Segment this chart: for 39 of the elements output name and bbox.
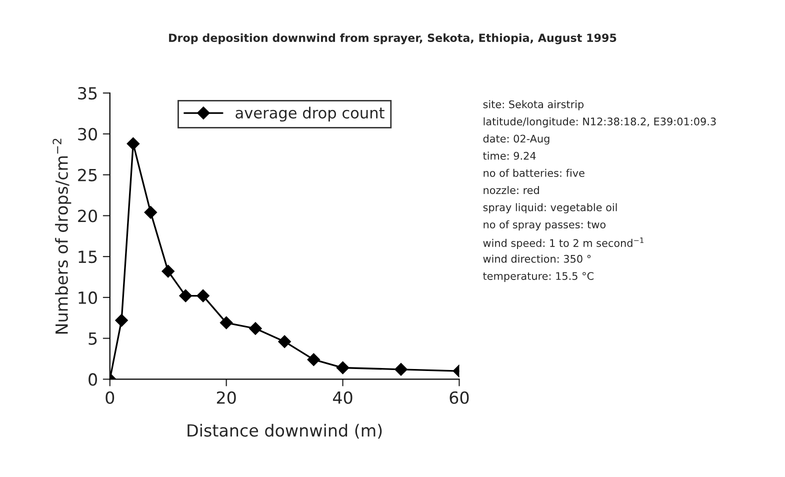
y-tick-label: 0	[88, 373, 97, 386]
text: nozzle: red	[484, 186, 539, 194]
y-tick-label: 30	[78, 128, 97, 140]
point	[126, 137, 140, 150]
y-tick-label: 15	[78, 250, 97, 264]
point	[336, 361, 350, 374]
text: latitude/longitude: N12:38:18.2, E39:01:09.3	[484, 117, 716, 128]
y-tick-label: 35	[78, 86, 97, 100]
y-axis-title: Numbers of drops/cm$^{−2}$	[52, 138, 72, 334]
text: temperature: 15.5 °C	[483, 272, 594, 282]
point	[394, 362, 408, 376]
point	[220, 316, 233, 330]
y-tick-label: 5	[88, 332, 97, 345]
text: time: 9.24	[483, 152, 536, 160]
x-axis-title: Distance downwind (m)	[188, 424, 382, 439]
chart-title: Drop deposition downwind from sprayer, Sekota, Ethiopia, August 1995	[169, 33, 616, 44]
point	[278, 335, 291, 348]
point	[115, 314, 128, 327]
text: no of batteries: five	[484, 168, 584, 177]
legend-label: average drop count	[236, 106, 384, 122]
point	[179, 289, 192, 302]
text: wind speed: 1 to 2 m second$^{−1}$	[483, 238, 644, 250]
y-tick-label: 20	[78, 210, 97, 222]
x-tick-label: 40	[332, 391, 352, 404]
y-tick-label: 10	[78, 291, 97, 304]
x-tick-label: 20	[216, 391, 236, 404]
text: spray liquid: vegetable oil	[483, 203, 617, 214]
point	[249, 322, 262, 335]
point	[162, 264, 175, 278]
text: no of spray passes: two	[484, 220, 606, 230]
point	[196, 289, 210, 302]
text: wind direction: 350 °	[483, 254, 591, 263]
point	[307, 353, 320, 366]
text: date: 02-Aug	[483, 134, 550, 145]
text: site: Sekota airstrip	[483, 100, 584, 110]
y-tick-label: 25	[78, 168, 97, 182]
x-tick-label: 60	[450, 391, 469, 404]
x-tick-label: 0	[106, 391, 114, 404]
point	[144, 206, 158, 219]
